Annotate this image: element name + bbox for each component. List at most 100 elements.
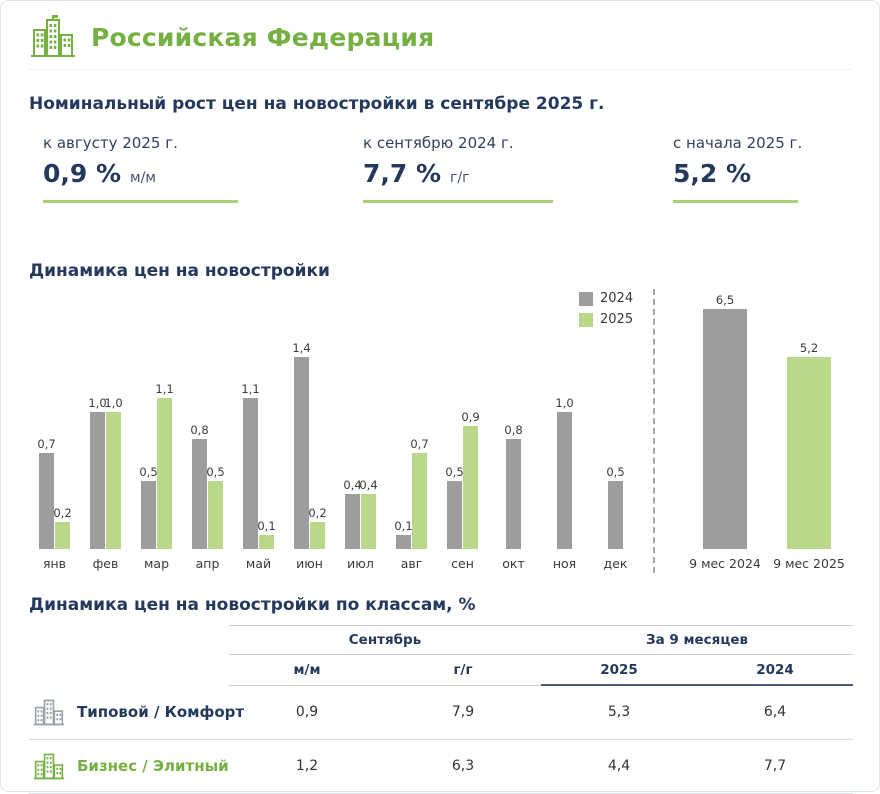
legend-label: 2025: [600, 312, 634, 327]
category-label: 9 мес 2024: [689, 556, 761, 571]
chart-legend: 2024 2025: [579, 291, 633, 327]
category-label: окт: [502, 556, 525, 571]
bar-value-label: 0,5: [206, 464, 225, 479]
chart-bar-2024: [608, 480, 623, 549]
chart-bar-2024: [345, 494, 360, 549]
chart-bar-2025: [310, 521, 325, 549]
bar-group: 6,5 9 мес 2024: [683, 291, 767, 573]
chart-title: Динамика цен на новостройки: [29, 261, 330, 281]
buildings-green-icon: [33, 750, 65, 782]
buildings-gray-icon: [33, 696, 65, 728]
bar-value-label: 0,5: [139, 464, 158, 479]
chart-bar-2024: [90, 412, 105, 549]
bar-group: 0,5 дек: [590, 333, 641, 573]
column-header-2025: 2025: [541, 654, 698, 686]
cell-value: 4,4: [541, 739, 698, 794]
bar-group: 0,7 0,2 янв: [29, 333, 80, 573]
table-group-header-row: Сентябрь За 9 месяцев: [29, 625, 854, 655]
bar-value-label: 0,1: [394, 519, 413, 534]
category-label: янв: [42, 556, 67, 571]
bar-group: 1,0 1,0 фев: [80, 333, 131, 573]
classes-table: Сентябрь За 9 месяцев м/м г/г 2025 2024: [29, 625, 854, 794]
legend-swatch-2024: [579, 291, 593, 306]
bar-group: 0,8 0,5 апр: [182, 333, 233, 573]
column-header-2024: 2024: [697, 654, 854, 686]
bar-value-label: 1,1: [155, 382, 174, 397]
bar-value-label: 0,7: [37, 437, 56, 452]
kpi-suffix: г/г: [450, 170, 470, 186]
chart-bar-2025: [55, 521, 70, 549]
bar-group: 1,0 ноя: [539, 333, 590, 573]
group-header-nine-months: За 9 месяцев: [541, 625, 854, 655]
bar-value-label: 0,5: [445, 464, 464, 479]
kpi-suffix: м/м: [130, 170, 156, 186]
cell-value: 5,3: [541, 685, 698, 740]
chart-section: Динамика цен на новостройки 0,7 0,2 янв 1,0…: [29, 261, 851, 573]
category-label: июл: [347, 556, 374, 571]
bar-group: 0,8 окт: [488, 333, 539, 573]
category-label: 9 мес 2025: [773, 556, 845, 571]
group-header-september: Сентябрь: [229, 625, 542, 655]
chart-bar-2025: [361, 494, 376, 549]
bar-value-label: 1,0: [104, 396, 123, 410]
category-label: ноя: [552, 556, 577, 571]
chart-bar-total: [703, 308, 747, 549]
column-header-yoy: г/г: [385, 654, 542, 686]
monthly-bar-chart: 0,7 0,2 янв 1,0 1,0 фев 0,5 1,1 мар 0,8 0,5 апр 1,1 0…: [29, 333, 641, 573]
bar-value-label: 0,1: [257, 519, 276, 534]
chart-bar-2024: [447, 480, 462, 549]
class-label: Типовой / Комфорт: [77, 702, 245, 721]
chart-bar-2024: [39, 453, 54, 549]
chart-bar-2025: [208, 480, 223, 549]
chart-bar-2025: [157, 398, 172, 549]
bar-value-label: 1,4: [292, 341, 311, 356]
classes-table-section: Динамика цен на новостройки по классам, …: [29, 595, 854, 794]
bar-value-label: 1,0: [555, 396, 574, 410]
kpi-value: 0,9 %: [43, 159, 122, 188]
class-label: Бизнес / Элитный: [77, 757, 229, 775]
bar-value-label: 0,4: [343, 478, 362, 493]
table-row-premium: Бизнес / Элитный 1,2 6,3 4,4 7,7: [29, 739, 854, 794]
chart-bar-2025: [463, 425, 478, 549]
kpi-yoy: к сентябрю 2024 г. 7,7 % г/г: [363, 134, 553, 203]
legend-label: 2024: [600, 291, 634, 306]
table-subheader-row: м/м г/г 2025 2024: [29, 654, 854, 686]
bar-value-label: 1,0: [88, 396, 107, 410]
chart-bar-2024: [294, 357, 309, 549]
chart-bar-2025: [106, 412, 121, 549]
bar-group: 1,1 0,1 май: [233, 333, 284, 573]
page-title: Российская Федерация: [91, 22, 435, 52]
chart-bar-2024: [506, 439, 521, 549]
chart-bar-2025: [259, 535, 274, 549]
kpi-row: к августу 2025 г. 0,9 % м/м к сентябрю 2…: [29, 134, 851, 203]
nine-month-chart: 6,5 9 мес 2024 5,2 9 мес 2025: [683, 291, 851, 573]
kpi-ytd: с начала 2025 г. 5,2 %: [673, 134, 802, 203]
bar-value-label: 0,2: [53, 505, 72, 520]
category-label: сен: [451, 556, 474, 571]
header: Российская Федерация: [29, 13, 851, 70]
legend-swatch-2025: [579, 312, 593, 327]
chart-bar-2024: [243, 398, 258, 549]
chart-bar-2024: [396, 535, 411, 549]
bar-group: 5,2 9 мес 2025: [767, 291, 851, 573]
bar-value-label: 0,5: [606, 464, 625, 479]
cell-value: 1,2: [229, 739, 385, 794]
cell-value: 7,7: [697, 739, 854, 794]
bar-group: 0,5 1,1 мар: [131, 333, 182, 573]
table-row-standard: Типовой / Комфорт 0,9 7,9 5,3 6,4: [29, 685, 854, 740]
chart-bar-2025: [412, 453, 427, 549]
kpi-mom: к августу 2025 г. 0,9 % м/м: [43, 134, 238, 203]
bar-value-label: 0,8: [504, 423, 523, 438]
bar-group: 0,1 0,7 авг: [386, 333, 437, 573]
bar-value-label: 6,5: [715, 292, 735, 307]
chart-bar-2024: [557, 412, 572, 549]
city-buildings-icon: [29, 13, 77, 61]
kpi-value: 7,7 %: [363, 159, 442, 188]
cell-value: 6,3: [385, 739, 542, 794]
category-label: май: [245, 556, 272, 571]
bar-value-label: 0,2: [308, 505, 327, 520]
bar-group: 0,5 0,9 сен: [437, 333, 488, 573]
bar-value-label: 0,7: [410, 437, 429, 452]
cell-value: 7,9: [385, 685, 542, 740]
cell-value: 0,9: [229, 685, 385, 740]
